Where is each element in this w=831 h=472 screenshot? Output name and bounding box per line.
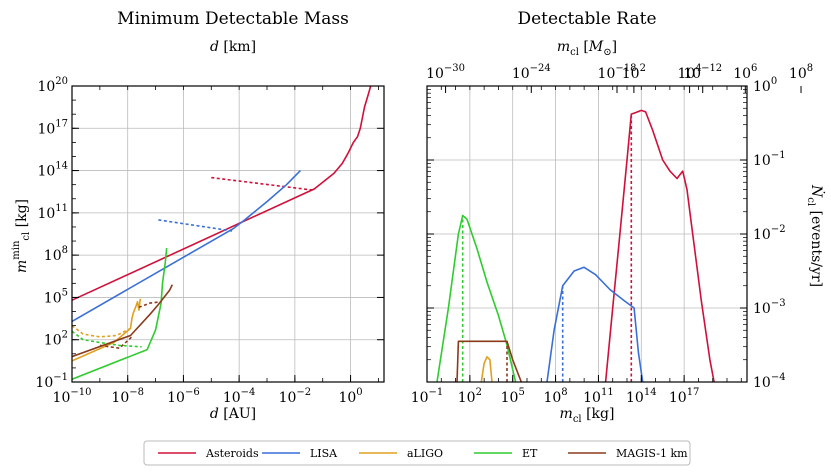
y-tick-label: 10−1 — [753, 150, 786, 169]
x-tick-label: 1014 — [626, 387, 657, 406]
series-line-aligo — [72, 298, 142, 362]
top-tick-label: 10−18 — [598, 63, 637, 82]
right-y-axis-label: Ṅcl [events/yr] — [805, 184, 826, 287]
top-tick-label: 102 — [622, 63, 646, 82]
y-tick-label: 102 — [44, 330, 68, 349]
top-tick-label: 104 — [677, 63, 701, 82]
top-tick-label: 10−12 — [683, 63, 722, 82]
series-line-magis-dashed — [138, 300, 162, 309]
right-x-axis-label: mcl [kg] — [560, 406, 615, 425]
x-tick-label: 105 — [501, 387, 525, 406]
top-tick-label: 106 — [733, 63, 757, 82]
y-tick-label: 10−3 — [753, 298, 786, 317]
x-tick-label: 10−6 — [167, 387, 200, 406]
left-x-axis-label: d [AU] — [210, 406, 256, 422]
x-tick-label: 10−10 — [53, 387, 92, 406]
series-line-lisa — [546, 266, 644, 382]
top-tick-label: 10−30 — [426, 63, 465, 82]
y-tick-label: 105 — [44, 287, 68, 306]
legend-frame — [143, 440, 691, 466]
series-line-et — [436, 214, 517, 382]
x-tick-label: 10−2 — [279, 387, 312, 406]
legend-label-et: ET — [522, 447, 538, 460]
right-panel: Detectable Rate mcl [M⊙] 10−1 102 105 108 10… — [411, 9, 826, 425]
legend-label-magis: MAGIS-1 km — [616, 447, 688, 460]
y-tick-label: 1020 — [37, 76, 68, 95]
x-tick-label: 102 — [458, 387, 482, 406]
series-line-lisa — [72, 170, 301, 323]
left-y-axis-label: mmincl [kg] — [11, 199, 32, 273]
right-grid — [426, 85, 747, 383]
left-series-group — [72, 86, 372, 380]
series-line-aligo — [480, 355, 493, 382]
legend-items: Asteroids LISA aLIGO ET MAGIS-1 km — [158, 447, 688, 460]
legend: Asteroids LISA aLIGO ET MAGIS-1 km — [143, 440, 691, 466]
series-line-asteroids — [604, 109, 715, 382]
y-tick-label: 100 — [753, 76, 777, 95]
top-tick-label: 10−24 — [512, 63, 551, 82]
x-tick-label: 1017 — [669, 387, 700, 406]
y-tick-label: 10−1 — [35, 372, 68, 391]
x-tick-label: 10−1 — [411, 387, 444, 406]
x-tick-label: 10−8 — [111, 387, 144, 406]
y-tick-label: 10−4 — [753, 372, 786, 391]
y-tick-label: 1011 — [37, 203, 68, 222]
x-tick-label: 1011 — [583, 387, 614, 406]
right-series-group — [436, 109, 715, 382]
x-tick-label: 108 — [543, 387, 567, 406]
y-tick-label: 1017 — [37, 118, 68, 137]
y-tick-label: 10−2 — [753, 224, 786, 243]
left-panel: Minimum Detectable Mass d [km] 10−10 10−8… — [11, 9, 813, 422]
left-chart-title: Minimum Detectable Mass — [117, 9, 349, 29]
left-ticks: 10−10 10−8 10−6 10−4 10−2 100 10−1 102 105 108 101… — [35, 63, 813, 406]
right-ticks: 10−1 102 105 108 1011 1014 1017 10−4 10−3 10−2 10−… — [411, 63, 786, 406]
left-top-axis-label: d [km] — [210, 39, 256, 55]
x-tick-label: 10−4 — [223, 387, 256, 406]
legend-label-asteroids: Asteroids — [205, 447, 259, 460]
legend-label-lisa: LISA — [310, 447, 338, 460]
series-line-magis-dashed — [99, 334, 134, 350]
right-top-axis-label: mcl [M⊙] — [557, 39, 617, 58]
series-line-asteroids — [72, 86, 372, 301]
series-line-asteroids-dashed — [211, 176, 315, 192]
y-tick-label: 1014 — [37, 161, 68, 180]
series-line-magis — [72, 284, 174, 358]
series-line-et — [72, 248, 168, 380]
legend-label-aligo: aLIGO — [407, 447, 443, 460]
x-tick-label: 100 — [338, 387, 362, 406]
y-tick-label: 108 — [44, 245, 68, 264]
top-tick-label: 108 — [789, 63, 813, 82]
series-line-lisa-dashed — [158, 219, 234, 232]
left-plot-frame — [71, 85, 385, 383]
right-chart-title: Detectable Rate — [517, 9, 656, 29]
